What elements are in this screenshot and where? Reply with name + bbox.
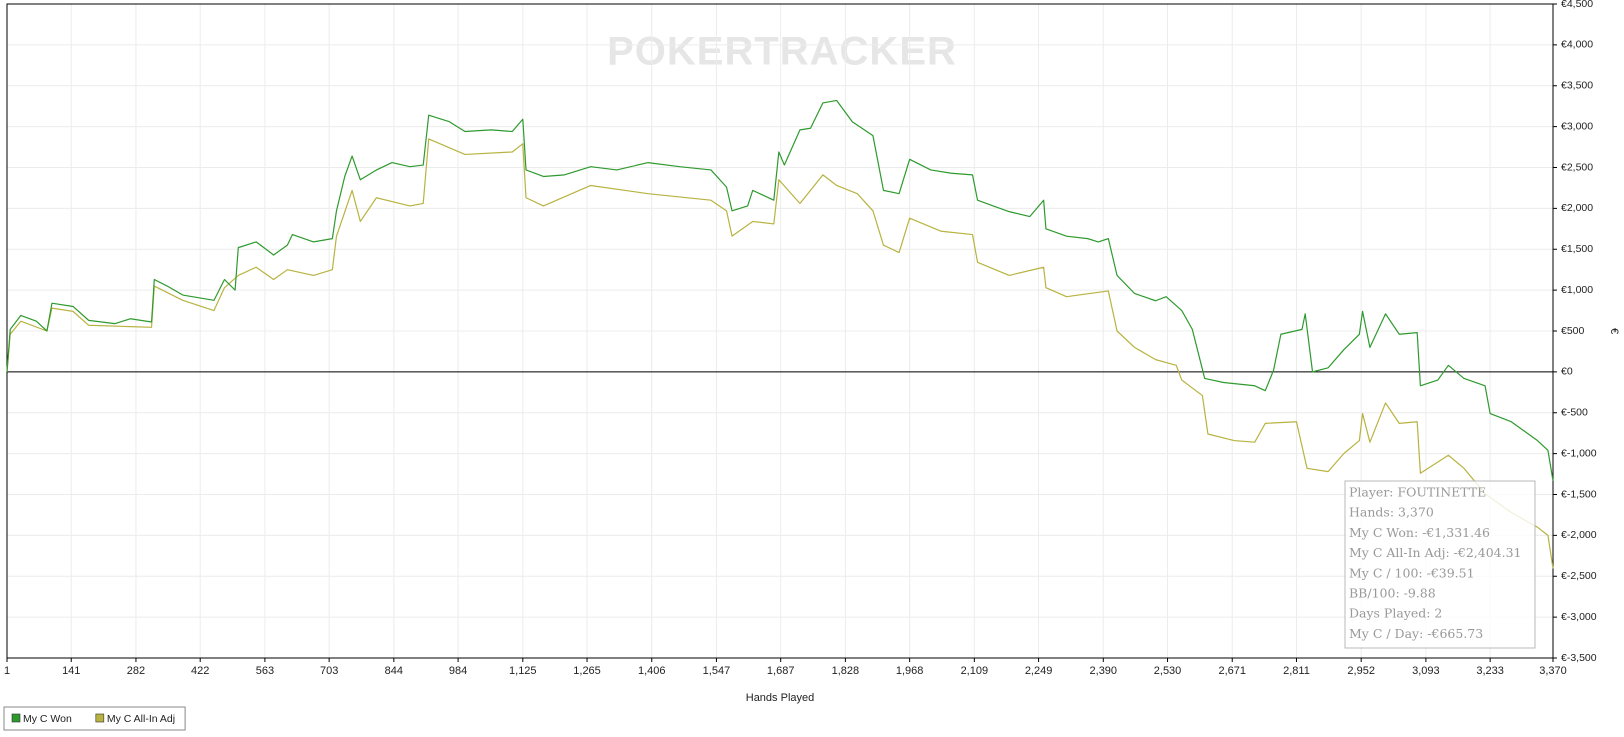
tooltip-line: Hands: 3,370 (1349, 505, 1434, 520)
x-tick-label: 3,370 (1539, 665, 1567, 677)
tooltip-line: BB/100: -9.88 (1349, 586, 1436, 601)
y-tick-label: €1,000 (1561, 284, 1593, 296)
y-tick-label: €0 (1561, 366, 1573, 378)
series-line (6, 138, 1554, 569)
x-tick-label: 1,406 (638, 665, 666, 677)
x-tick-label: 1,968 (896, 665, 924, 677)
series-line (6, 99, 1554, 481)
x-tick-label: 1 (4, 665, 10, 677)
y-tick-label: €-500 (1561, 407, 1588, 419)
x-tick-label: 1,547 (703, 665, 731, 677)
y-tick-label: €500 (1561, 325, 1585, 337)
tooltip-line: My C Won: -€1,331.46 (1349, 525, 1490, 540)
x-tick-label: 2,109 (961, 665, 989, 677)
y-tick-label: €1,500 (1561, 243, 1593, 255)
y-tick-label: €-1,000 (1561, 447, 1597, 459)
tooltip-line: Player: FOUTINETTE (1349, 485, 1486, 500)
y-tick-label: €-3,500 (1561, 652, 1597, 664)
x-tick-label: 3,093 (1412, 665, 1440, 677)
x-tick-label: 2,530 (1154, 665, 1182, 677)
plot-frame (6, 3, 1554, 659)
x-axis-label: Hands Played (746, 692, 815, 704)
x-tick-label: 2,952 (1347, 665, 1375, 677)
tooltip-line: Days Played: 2 (1349, 606, 1442, 621)
legend-swatch (11, 713, 21, 723)
y-tick-label: €3,000 (1561, 120, 1593, 132)
x-tick-label: 1,687 (767, 665, 795, 677)
y-tick-label: €-2,000 (1561, 529, 1597, 541)
y-tick-label: €-1,500 (1561, 488, 1597, 500)
x-tick-label: 3,233 (1476, 665, 1504, 677)
y-tick-label: €2,500 (1561, 161, 1593, 173)
x-tick-label: 984 (449, 665, 467, 677)
y-tick-label: €4,500 (1561, 0, 1593, 10)
legend-box (3, 706, 186, 731)
y-tick-label: €4,000 (1561, 39, 1593, 51)
x-tick-label: 844 (385, 665, 403, 677)
x-tick-label: 282 (127, 665, 145, 677)
x-tick-label: 563 (256, 665, 274, 677)
legend: My C Won My C All-In Adj (3, 706, 186, 731)
legend-swatch (95, 713, 105, 723)
x-tick-label: 2,390 (1090, 665, 1118, 677)
y-tick-label: €2,000 (1561, 202, 1593, 214)
tooltip: Player: FOUTINETTE Hands: 3,370 My C Won: … (1344, 480, 1536, 649)
x-tick-label: 141 (62, 665, 80, 677)
legend-label: My C Won (23, 713, 72, 725)
x-tick-label: 2,249 (1025, 665, 1053, 677)
x-tick-label: 703 (320, 665, 338, 677)
tooltip-box (1344, 480, 1536, 649)
tooltip-line: My C / 100: -€39.51 (1349, 565, 1475, 580)
x-tick-label: 2,671 (1218, 665, 1246, 677)
tooltip-line: My C / Day: -€665.73 (1349, 626, 1483, 641)
y-tick-label: €-2,500 (1561, 570, 1597, 582)
y-axis-label: € (1608, 328, 1620, 334)
x-tick-label: 2,811 (1283, 665, 1310, 677)
legend-label: My C All-In Adj (107, 713, 175, 725)
x-tick-label: 1,828 (832, 665, 860, 677)
watermark: POKERTRACKER (607, 30, 957, 74)
y-tick-label: €3,500 (1561, 80, 1593, 92)
x-tick-label: 1,265 (573, 665, 601, 677)
grid (6, 3, 1554, 659)
x-tick-label: 422 (191, 665, 209, 677)
tooltip-line: My C All-In Adj: -€2,404.31 (1349, 545, 1522, 560)
x-tick-label: 1,125 (509, 665, 537, 677)
y-tick-label: €-3,000 (1561, 611, 1597, 623)
